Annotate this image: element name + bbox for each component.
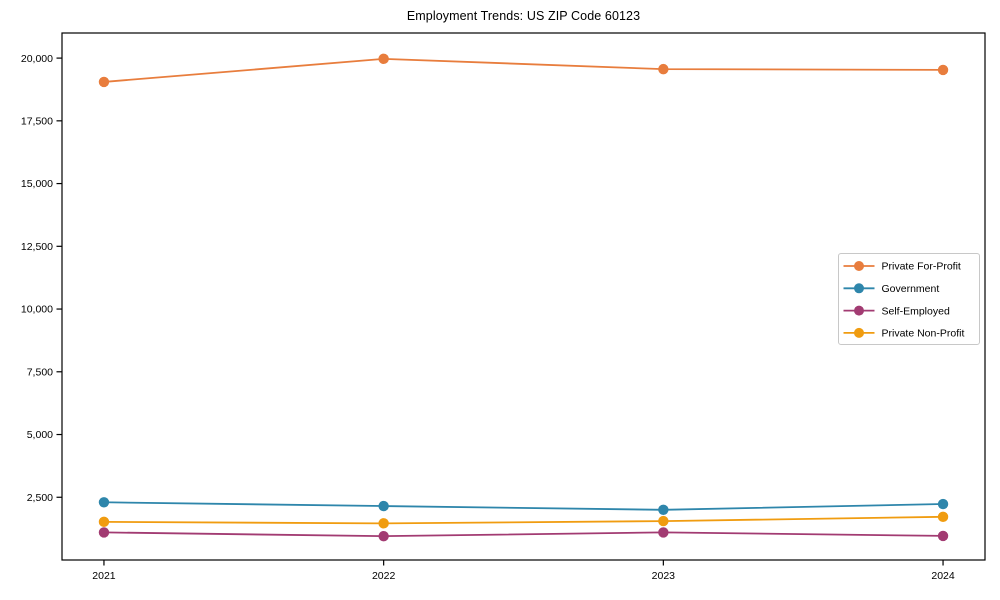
- data-point-private-for-profit-2023: [658, 63, 669, 75]
- x-axis-tick-label: 2021: [92, 570, 116, 582]
- x-axis-tick-label: 2023: [652, 570, 676, 582]
- legend-marker-private-non-profit: [854, 327, 864, 338]
- x-axis-tick-label: 2024: [931, 570, 955, 582]
- plot-border: [61, 32, 986, 561]
- y-axis-tick-label: 5,000: [27, 429, 53, 441]
- legend-label-self-employed: Self-Employed: [882, 305, 950, 317]
- legend-box: [838, 253, 980, 345]
- data-point-self-employed-2021: [98, 527, 110, 538]
- series-private-for-profit: [98, 53, 949, 88]
- series-line-government: [103, 501, 944, 511]
- y-axis-tick-label: 20,000: [21, 53, 53, 65]
- legend-label-private-for-profit: Private For-Profit: [882, 261, 961, 273]
- data-point-private-non-profit-2023: [658, 515, 669, 527]
- data-point-self-employed-2023: [658, 527, 669, 538]
- y-axis-tick-label: 15,000: [21, 178, 53, 190]
- data-point-government-2023: [658, 504, 669, 516]
- data-point-government-2024: [937, 498, 949, 510]
- legend-marker-private-for-profit: [854, 261, 864, 271]
- data-point-private-non-profit-2022: [378, 518, 389, 529]
- data-point-self-employed-2022: [378, 530, 389, 542]
- series-line-private-for-profit: [103, 57, 944, 83]
- series-private-non-profit: [98, 511, 949, 529]
- data-point-self-employed-2024: [937, 530, 949, 542]
- legend-label-government: Government: [882, 283, 940, 295]
- series-line-private-non-profit: [103, 515, 944, 525]
- legend: Private For-Profit Government Self-Employe…: [838, 253, 980, 345]
- data-point-private-non-profit-2024: [937, 511, 949, 523]
- x-axis-tick-label: 2022: [372, 570, 396, 582]
- legend-marker-self-employed: [854, 305, 864, 316]
- data-point-private-non-profit-2021: [98, 516, 110, 528]
- y-axis-tick-label: 17,500: [21, 116, 53, 128]
- y-axis-tick-label: 7,500: [27, 366, 53, 378]
- y-axis-tick-label: 2,500: [27, 492, 53, 504]
- data-point-government-2022: [378, 500, 389, 512]
- data-point-private-for-profit-2024: [937, 64, 949, 76]
- chart-title: Employment Trends: US ZIP Code 60123: [406, 9, 641, 23]
- series-government: [98, 497, 949, 516]
- data-point-government-2021: [98, 497, 110, 508]
- data-point-private-for-profit-2021: [98, 76, 110, 88]
- legend-marker-government: [854, 283, 864, 294]
- y-axis-tick-label: 10,000: [21, 304, 53, 316]
- series-line-self-employed: [103, 531, 944, 538]
- data-point-private-for-profit-2022: [378, 53, 389, 65]
- legend-label-private-non-profit: Private Non-Profit: [882, 328, 965, 340]
- series-self-employed: [98, 527, 949, 542]
- y-axis-tick-label: 12,500: [21, 241, 53, 253]
